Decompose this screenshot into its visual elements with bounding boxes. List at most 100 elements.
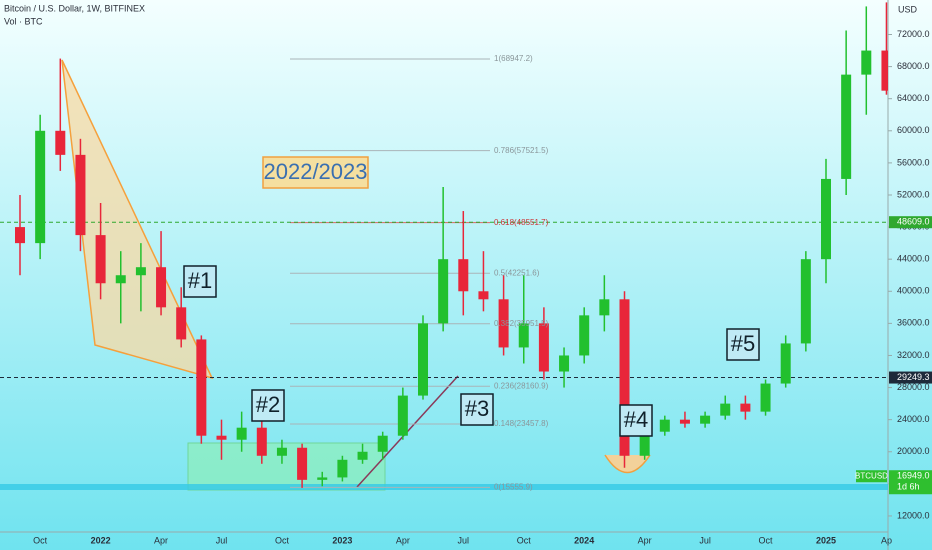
candle-body	[800, 259, 811, 344]
price-tag	[889, 371, 932, 384]
price-tag-label: 48609.0	[897, 217, 930, 227]
candle-body	[639, 431, 650, 456]
last-price-name: BTCUSD	[855, 471, 888, 480]
annotation: #5	[731, 331, 755, 356]
last-price-tag	[889, 470, 932, 495]
annotation-box	[460, 393, 494, 426]
candle-body	[780, 343, 791, 384]
candle-body	[659, 419, 670, 432]
candle-body	[418, 323, 428, 396]
candle-body	[518, 323, 529, 348]
y-tick-label: 52000.0	[897, 189, 930, 199]
fib-label: 1(68947.2)	[494, 54, 533, 63]
volume-label: Vol · BTC	[4, 16, 43, 26]
y-axis-label: USD	[898, 4, 918, 14]
annotation-box	[183, 265, 217, 298]
fib-label: 0.5(42251.6)	[494, 268, 540, 277]
fib-label: 0.618(48551.7)	[494, 218, 549, 227]
y-tick-label: 40000.0	[897, 286, 930, 296]
candle-body	[740, 403, 751, 412]
candle-body	[760, 383, 771, 412]
candle-body	[619, 299, 630, 456]
candle-body	[720, 403, 731, 416]
candle-body	[357, 451, 368, 460]
candle-body	[458, 259, 469, 292]
candle-body	[236, 427, 247, 440]
candle-body	[317, 477, 328, 480]
x-tick-label: Jul	[216, 535, 228, 545]
candle-body	[679, 419, 690, 424]
y-tick-label: 24000.0	[897, 414, 930, 424]
candle-body	[881, 50, 888, 91]
candle-body	[135, 267, 146, 276]
chart-title: Bitcoin / U.S. Dollar, 1W, BITFINEX	[4, 3, 145, 13]
fib-label: 0.382(35951.5)	[494, 319, 549, 328]
candle-body	[55, 130, 66, 155]
candle-body	[115, 275, 126, 284]
candle-body	[599, 299, 610, 316]
candle-body	[156, 267, 167, 308]
x-tick-label: 2023	[332, 535, 352, 545]
candle-body	[377, 435, 388, 452]
annotation: #3	[465, 396, 489, 421]
fib-label: 0.236(28160.9)	[494, 381, 549, 390]
annotation-box	[726, 328, 760, 361]
annotation: #4	[624, 407, 648, 432]
y-tick-label: 36000.0	[897, 318, 930, 328]
last-price-name-tag	[856, 470, 887, 483]
annotation: #1	[188, 268, 212, 293]
y-tick-label: 72000.0	[897, 29, 930, 39]
y-tick-label: 28000.0	[897, 382, 930, 392]
candle-body	[498, 299, 509, 348]
x-tick-label: Apr	[154, 535, 168, 545]
candle-body	[861, 50, 872, 75]
x-tick-label: 2022	[91, 535, 111, 545]
cup-drawing	[604, 454, 651, 474]
annotation-box	[619, 404, 653, 437]
x-tick-label: Apr	[638, 535, 652, 545]
candle-body	[75, 154, 86, 236]
x-tick-label: Oct	[33, 535, 48, 545]
candle-body	[256, 427, 267, 456]
y-tick-label: 64000.0	[897, 93, 930, 103]
y-tick-label: 20000.0	[897, 446, 930, 456]
annotation: #2	[256, 392, 280, 417]
candle-body	[297, 447, 308, 480]
candle-body	[35, 130, 46, 244]
x-tick-label: Oct	[275, 535, 290, 545]
candle-body	[579, 315, 590, 356]
fib-label: 0(15555.9)	[494, 483, 533, 492]
candle-body	[700, 415, 711, 424]
candle-body	[196, 339, 207, 436]
x-tick-label: 2025	[816, 535, 836, 545]
candle-body	[397, 395, 408, 436]
annotation-box	[262, 156, 369, 189]
x-tick-label: Ap	[881, 535, 892, 545]
candle-body	[841, 74, 852, 179]
y-tick-label: 44000.0	[897, 254, 930, 264]
candle-body	[15, 227, 25, 244]
candle-body	[176, 307, 187, 340]
candle-body	[538, 323, 549, 372]
annotation: 2022/2023	[264, 159, 368, 184]
candle-body	[216, 435, 227, 440]
x-tick-label: 2024	[574, 535, 594, 545]
plot-area	[0, 2, 888, 491]
candle-body	[478, 291, 489, 300]
y-tick-label: 60000.0	[897, 125, 930, 135]
candle-body	[438, 259, 449, 324]
price-tag-label: 29249.3	[897, 372, 930, 382]
y-tick-label: 32000.0	[897, 350, 930, 360]
y-tick-label: 56000.0	[897, 157, 930, 167]
candle-body	[276, 447, 287, 456]
x-tick-label: Oct	[759, 535, 774, 545]
candle-body	[559, 355, 570, 372]
y-tick-label: 68000.0	[897, 61, 930, 71]
candle-body	[337, 459, 348, 478]
annotation-box	[251, 389, 285, 422]
x-tick-label: Jul	[699, 535, 711, 545]
x-tick-label: Apr	[396, 535, 410, 545]
x-tick-label: Jul	[458, 535, 470, 545]
fib-label: 0.148(23457.8)	[494, 419, 549, 428]
